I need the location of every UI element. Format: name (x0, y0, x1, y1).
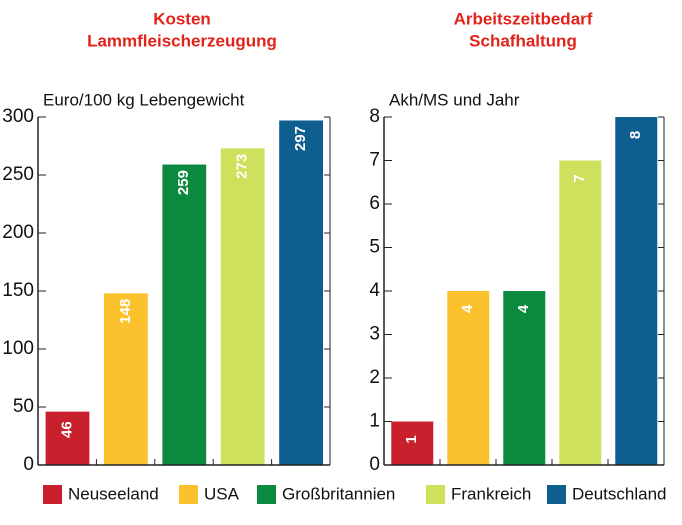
chart-title: Arbeitszeitbedarf (454, 9, 593, 28)
bar (162, 165, 206, 465)
legend-swatch (179, 485, 198, 504)
y-tick-label: 0 (23, 454, 34, 475)
y-tick-label: 5 (369, 237, 380, 258)
y-tick-label: 3 (369, 324, 380, 345)
bar (279, 120, 323, 465)
y-tick-label: 200 (2, 222, 34, 243)
y-tick-label: 7 (369, 150, 380, 171)
legend-label: Großbritannien (282, 484, 395, 503)
bar (447, 291, 489, 465)
chart: Kosten Lammfleischerzeugung Euro/100 kg Le… (0, 0, 682, 525)
bar (559, 161, 601, 466)
value-label: 4 (515, 304, 532, 313)
y-tick-label: 0 (369, 454, 380, 475)
y-tick-label: 6 (369, 193, 380, 214)
legend-label: USA (204, 484, 240, 503)
value-label: 8 (627, 131, 644, 139)
y-tick-label: 150 (2, 280, 34, 301)
legend-label: Deutschland (572, 484, 667, 503)
value-label: 7 (571, 174, 588, 182)
legend-label: Neuseeland (68, 484, 159, 503)
value-label: 259 (175, 170, 192, 195)
y-tick-label: 8 (369, 106, 380, 127)
legend-swatch (257, 485, 276, 504)
bar (615, 117, 657, 465)
value-label: 1 (403, 435, 420, 443)
chart-title: Kosten (153, 9, 211, 28)
value-label: 4 (459, 304, 476, 313)
legend-swatch (547, 485, 566, 504)
y-axis-label: Akh/MS und Jahr (389, 90, 520, 109)
bar (503, 291, 545, 465)
chart-title: Schafhaltung (469, 31, 577, 50)
y-tick-label: 100 (2, 338, 34, 359)
bar (221, 148, 265, 465)
y-tick-label: 300 (2, 106, 34, 127)
value-label: 273 (234, 154, 251, 179)
y-axis-label: Euro/100 kg Lebengewicht (43, 90, 245, 109)
y-tick-label: 50 (13, 396, 34, 417)
value-label: 297 (292, 126, 309, 151)
legend-swatch (43, 485, 62, 504)
legend-swatch (426, 485, 445, 504)
value-label: 148 (117, 299, 134, 324)
chart-title: Lammfleischerzeugung (87, 31, 277, 50)
y-tick-label: 1 (369, 411, 380, 432)
legend-label: Frankreich (451, 484, 531, 503)
y-tick-label: 4 (369, 280, 380, 301)
y-tick-label: 2 (369, 367, 380, 388)
y-tick-label: 250 (2, 164, 34, 185)
value-label: 46 (58, 421, 75, 438)
